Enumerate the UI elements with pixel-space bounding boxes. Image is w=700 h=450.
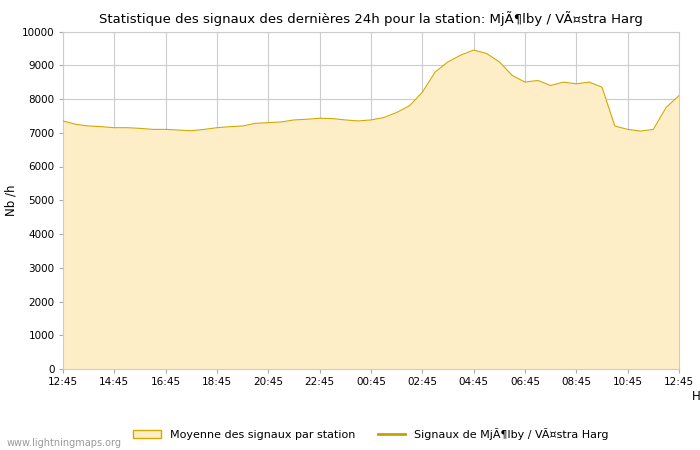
- Title: Statistique des signaux des dernières 24h pour la station: MjÃ¶lby / VÃ¤stra Har: Statistique des signaux des dernières 24…: [99, 11, 643, 26]
- Y-axis label: Nb /h: Nb /h: [5, 184, 18, 216]
- Text: www.lightningmaps.org: www.lightningmaps.org: [7, 438, 122, 448]
- Legend: Moyenne des signaux par station, Signaux de MjÃ¶lby / VÃ¤stra Harg: Moyenne des signaux par station, Signaux…: [129, 423, 613, 445]
- Text: Heure: Heure: [692, 390, 700, 403]
